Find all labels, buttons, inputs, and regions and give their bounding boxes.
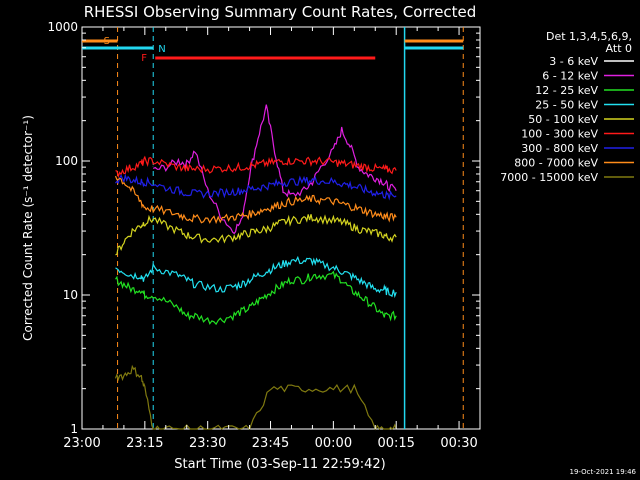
series-line-4: [115, 214, 397, 256]
series-line-5: [115, 155, 397, 179]
y-tick-label: 10: [63, 288, 78, 302]
series-line-7: [114, 175, 397, 225]
x-tick-label: 00:00: [315, 436, 352, 451]
series-line-2: [115, 270, 397, 326]
footer-date: 19-Oct-2021 19:46: [570, 468, 637, 476]
legend-item-label: 7000 - 15000 keV: [500, 171, 598, 184]
x-tick-label: 00:30: [440, 436, 477, 451]
x-tick-label: 23:30: [189, 436, 226, 451]
legend-item-label: 800 - 7000 keV: [514, 157, 598, 170]
x-tick-label: 23:00: [63, 436, 100, 451]
chart-title: RHESSI Observing Summary Count Rates, Co…: [84, 3, 477, 21]
legend-item-label: 3 - 6 keV: [549, 55, 598, 68]
series-lines: [114, 88, 397, 431]
series-line-1: [152, 104, 397, 235]
time-markers: SN: [82, 27, 166, 429]
flag-bars: F: [141, 53, 376, 64]
x-axis: 23:00 23:15 23:30 23:45 00:00 00:15 00:30: [63, 27, 478, 451]
flare-marker-label: F: [141, 53, 147, 64]
legend-item-label: 6 - 12 keV: [542, 70, 598, 83]
legend-header-attenuator: Att 0: [606, 42, 632, 55]
legend-header-detectors: Det 1,3,4,5,6,9,: [546, 30, 632, 43]
x-tick-label: 23:15: [126, 436, 163, 451]
legend-item-label: 100 - 300 keV: [521, 128, 598, 141]
night-bands: [403, 27, 464, 429]
series-line-6: [115, 173, 397, 201]
night-marker-label: N: [158, 44, 165, 55]
legend-item-label: 25 - 50 keV: [535, 99, 598, 112]
plot-frame: [81, 26, 481, 430]
y-tick-label: 1000: [47, 20, 78, 34]
legend: Det 1,3,4,5,6,9, Att 0 3 - 6 keV 6 - 12 k…: [500, 30, 634, 184]
legend-item-label: 12 - 25 keV: [535, 84, 598, 97]
y-axis-label: Corrected Count Rate (s⁻¹ detector⁻¹): [21, 115, 35, 341]
x-tick-label: 00:15: [377, 436, 414, 451]
plot-area: SN F: [81, 26, 481, 431]
y-axis: 1 10 100 1000: [47, 20, 480, 436]
x-axis-label: Start Time (03-Sep-11 22:59:42): [174, 457, 385, 472]
legend-item-label: 300 - 800 keV: [521, 142, 598, 155]
saa-marker-label: S: [104, 36, 110, 47]
x-tick-label: 23:45: [252, 436, 289, 451]
y-tick-label: 1: [70, 422, 78, 436]
legend-item-label: 50 - 100 keV: [528, 113, 598, 126]
series-line-3: [115, 255, 397, 299]
y-tick-label: 100: [55, 154, 78, 168]
